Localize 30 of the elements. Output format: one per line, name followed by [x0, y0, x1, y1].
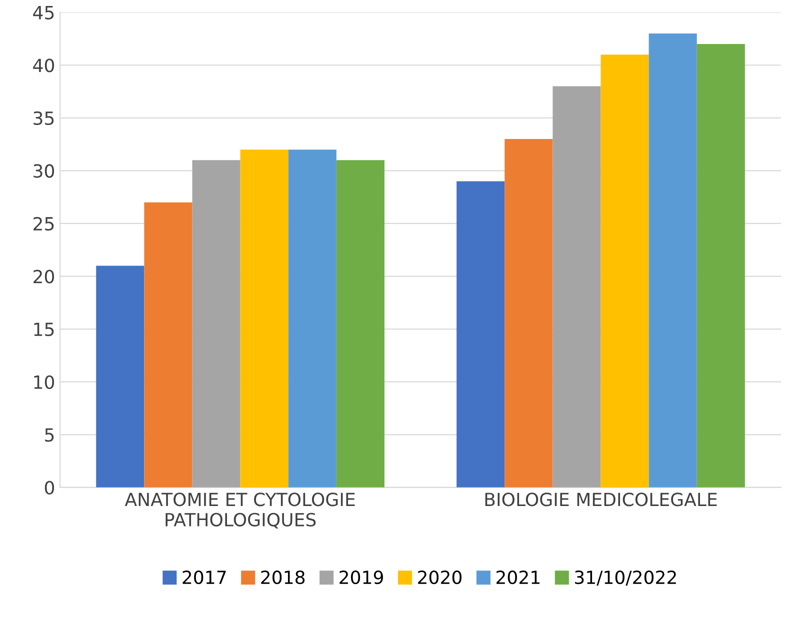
- bar: [552, 86, 601, 488]
- bar: [192, 160, 240, 488]
- x-tick-label: ANATOMIE ET CYTOLOGIE PATHOLOGIQUES: [124, 492, 355, 529]
- bar: [504, 139, 553, 488]
- y-tick-label: 0: [44, 480, 54, 495]
- x-tick-label: BIOLOGIE MEDICOLEGALE: [485, 492, 717, 506]
- legend-label: 31/10/2022: [575, 570, 676, 586]
- bar: [696, 44, 745, 488]
- y-tick-label: 10: [34, 375, 54, 389]
- legend-label: 2019: [340, 570, 383, 584]
- y-tick-label: 20: [34, 270, 54, 284]
- y-tick-label: 40: [33, 58, 54, 72]
- bar: [144, 202, 192, 488]
- bar: [648, 33, 697, 488]
- legend-label: 2020: [418, 570, 462, 584]
- y-tick-label: 30: [34, 164, 54, 178]
- legend-label: 2018: [261, 570, 305, 584]
- y-tick-label: 45: [33, 6, 54, 20]
- y-tick-label: 15: [34, 322, 54, 336]
- bar: [600, 54, 649, 488]
- y-tick-label: 5: [45, 428, 54, 442]
- bar: [288, 150, 336, 488]
- bar: [96, 266, 144, 488]
- bar: [456, 181, 505, 488]
- legend-label: 2017: [182, 570, 226, 584]
- bar: [336, 160, 384, 488]
- legend-label: 2021: [496, 570, 540, 584]
- y-tick-label: 35: [34, 111, 54, 126]
- y-tick-label: 25: [34, 216, 54, 231]
- bar: [240, 150, 288, 488]
